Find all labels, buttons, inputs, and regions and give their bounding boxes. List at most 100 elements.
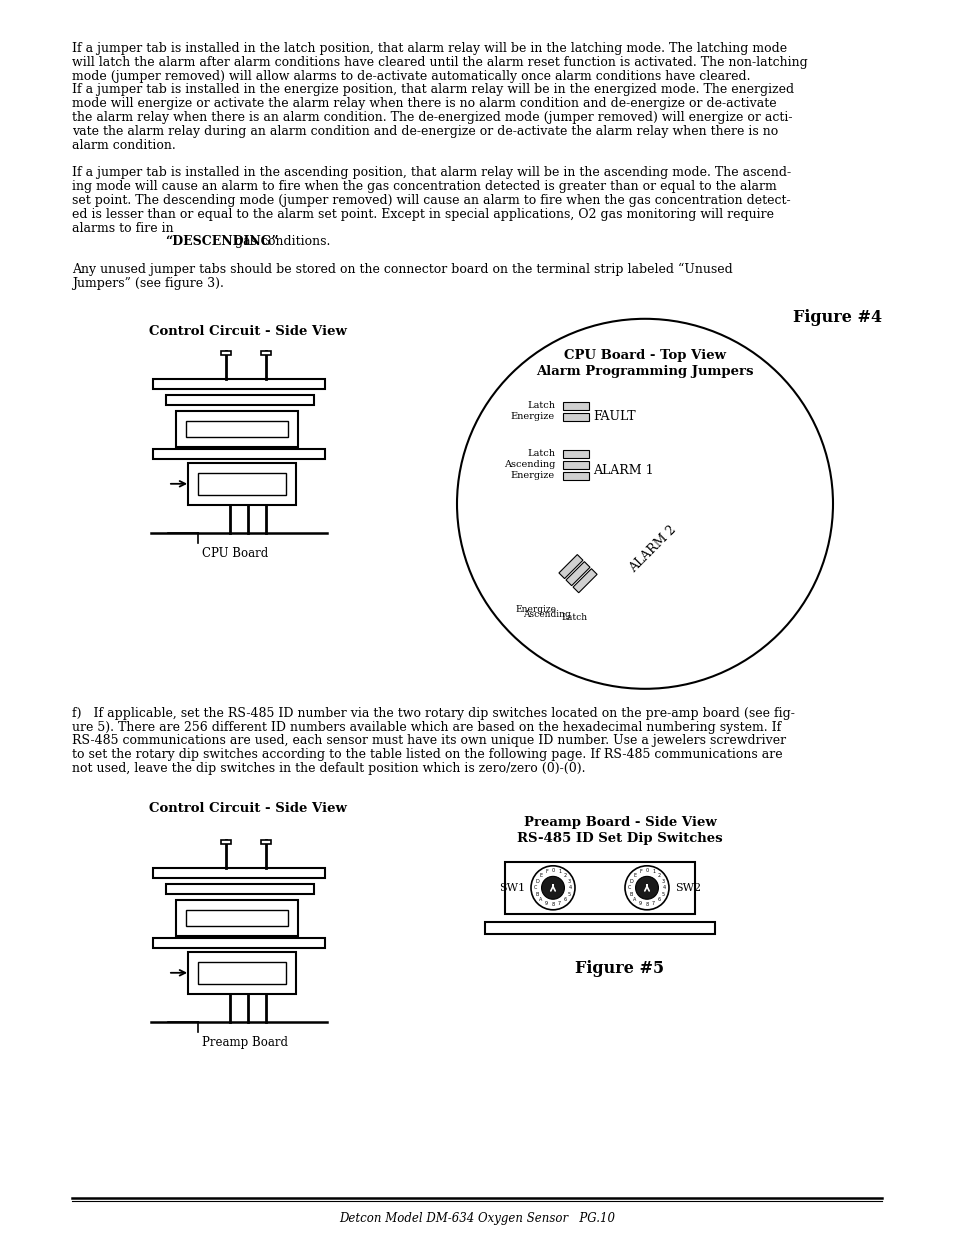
Text: 7: 7 [651,902,655,906]
Text: Ascending: Ascending [503,459,555,469]
Circle shape [541,877,564,899]
Bar [221,840,231,844]
Text: E: E [633,873,636,878]
Text: f)   If applicable, set the RS-485 ID number via the two rotary dip switches loc: f) If applicable, set the RS-485 ID numb… [71,706,794,720]
Text: Detcon Model DM-634 Oxygen Sensor   PG.10: Detcon Model DM-634 Oxygen Sensor PG.10 [338,1212,615,1225]
Text: F: F [544,869,547,874]
Bar [152,868,325,878]
Text: the alarm relay when there is an alarm condition. The de-energized mode (jumper : the alarm relay when there is an alarm c… [71,111,792,124]
Text: 2: 2 [563,873,566,878]
Circle shape [635,877,658,899]
Circle shape [531,866,575,910]
Bar [261,840,271,844]
Text: ing mode will cause an alarm to fire when the gas concentration detected is grea: ing mode will cause an alarm to fire whe… [71,180,776,193]
Bar [152,937,325,947]
Text: alarm condition.: alarm condition. [71,138,175,152]
Text: ure 5). There are 256 different ID numbers available which are based on the hexa: ure 5). There are 256 different ID numbe… [71,720,781,734]
Text: A: A [633,898,636,903]
Text: 9: 9 [544,902,547,906]
Text: CPU Board - Top View: CPU Board - Top View [563,348,725,362]
Text: Any unused jumper tabs should be stored on the connector board on the terminal s: Any unused jumper tabs should be stored … [71,263,732,277]
Text: set point. The descending mode (jumper removed) will cause an alarm to fire when: set point. The descending mode (jumper r… [71,194,790,207]
Text: 3: 3 [660,879,663,884]
Bar [562,472,588,480]
Text: Figure #5: Figure #5 [575,960,664,977]
Bar [175,900,297,936]
Bar [504,862,695,914]
Bar [186,910,288,926]
Text: gas conditions.: gas conditions. [231,236,330,248]
Text: If a jumper tab is installed in the latch position, that alarm relay will be in : If a jumper tab is installed in the latc… [71,42,786,56]
Text: Figure #4: Figure #4 [792,309,882,326]
Text: 4: 4 [568,885,571,890]
Text: FAULT: FAULT [593,410,635,422]
Text: 0: 0 [645,868,648,873]
Text: D: D [629,879,633,884]
Bar [573,568,597,593]
Text: 1: 1 [558,869,560,874]
Text: C: C [534,885,537,890]
Bar [152,448,325,458]
Text: 3: 3 [567,879,570,884]
Text: vate the alarm relay during an alarm condition and de-energize or de-activate th: vate the alarm relay during an alarm con… [71,125,778,138]
Text: 9: 9 [639,902,641,906]
Text: 8: 8 [551,903,554,908]
Text: 5: 5 [567,892,570,897]
Text: Energize: Energize [515,605,556,614]
Text: RS-485 communications are used, each sensor must have its own unique ID number. : RS-485 communications are used, each sen… [71,735,785,747]
Bar [175,411,297,447]
Text: Energize: Energize [511,411,555,421]
Text: Control Circuit - Side View: Control Circuit - Side View [149,325,347,338]
Ellipse shape [456,319,832,689]
Bar [166,395,314,405]
Text: ALARM 1: ALARM 1 [593,464,653,477]
Bar [562,401,588,410]
Text: E: E [538,873,542,878]
Text: Control Circuit - Side View: Control Circuit - Side View [149,802,347,815]
Text: 6: 6 [657,898,660,903]
Text: SW1: SW1 [498,883,524,893]
Text: 7: 7 [558,902,560,906]
Text: 4: 4 [662,885,665,890]
Text: D: D [535,879,538,884]
Text: Preamp Board: Preamp Board [202,1036,288,1049]
Bar [562,461,588,469]
Text: 0: 0 [551,868,554,873]
Text: Latch: Latch [526,448,555,458]
Text: If a jumper tab is installed in the energize position, that alarm relay will be : If a jumper tab is installed in the ener… [71,84,793,96]
Text: Ascending: Ascending [522,610,570,619]
Text: ALARM 2: ALARM 2 [626,522,679,574]
Bar [152,379,325,389]
Text: ed is lesser than or equal to the alarm set point. Except in special application: ed is lesser than or equal to the alarm … [71,207,773,221]
Bar [484,921,714,934]
Text: “DESCENDING”: “DESCENDING” [165,236,278,248]
Text: will latch the alarm after alarm conditions have cleared until the alarm reset f: will latch the alarm after alarm conditi… [71,56,807,69]
Bar [261,351,271,354]
Text: Jumpers” (see figure 3).: Jumpers” (see figure 3). [71,277,224,290]
Text: 2: 2 [657,873,660,878]
Text: Energize: Energize [511,471,555,480]
Text: RS-485 ID Set Dip Switches: RS-485 ID Set Dip Switches [517,832,722,845]
Text: mode will energize or activate the alarm relay when there is no alarm condition : mode will energize or activate the alarm… [71,98,776,110]
Bar [565,562,589,585]
Bar [198,473,286,495]
Text: alarms to fire in: alarms to fire in [71,221,177,235]
Text: Latch: Latch [561,613,587,622]
Bar [221,351,231,354]
Text: CPU Board: CPU Board [202,547,268,559]
Text: 5: 5 [660,892,663,897]
Text: A: A [538,898,542,903]
Bar [188,463,295,505]
Text: C: C [627,885,631,890]
Text: not used, leave the dip switches in the default position which is zero/zero (0)-: not used, leave the dip switches in the … [71,762,585,776]
Text: Latch: Latch [526,401,555,410]
Text: B: B [535,892,538,897]
Text: Preamp Board - Side View: Preamp Board - Side View [523,816,716,829]
Bar [562,412,588,421]
Bar [188,952,295,994]
Text: 8: 8 [645,903,648,908]
Text: 6: 6 [563,898,566,903]
Bar [562,450,588,458]
Text: mode (jumper removed) will allow alarms to de-activate automatically once alarm : mode (jumper removed) will allow alarms … [71,69,750,83]
Text: B: B [629,892,632,897]
